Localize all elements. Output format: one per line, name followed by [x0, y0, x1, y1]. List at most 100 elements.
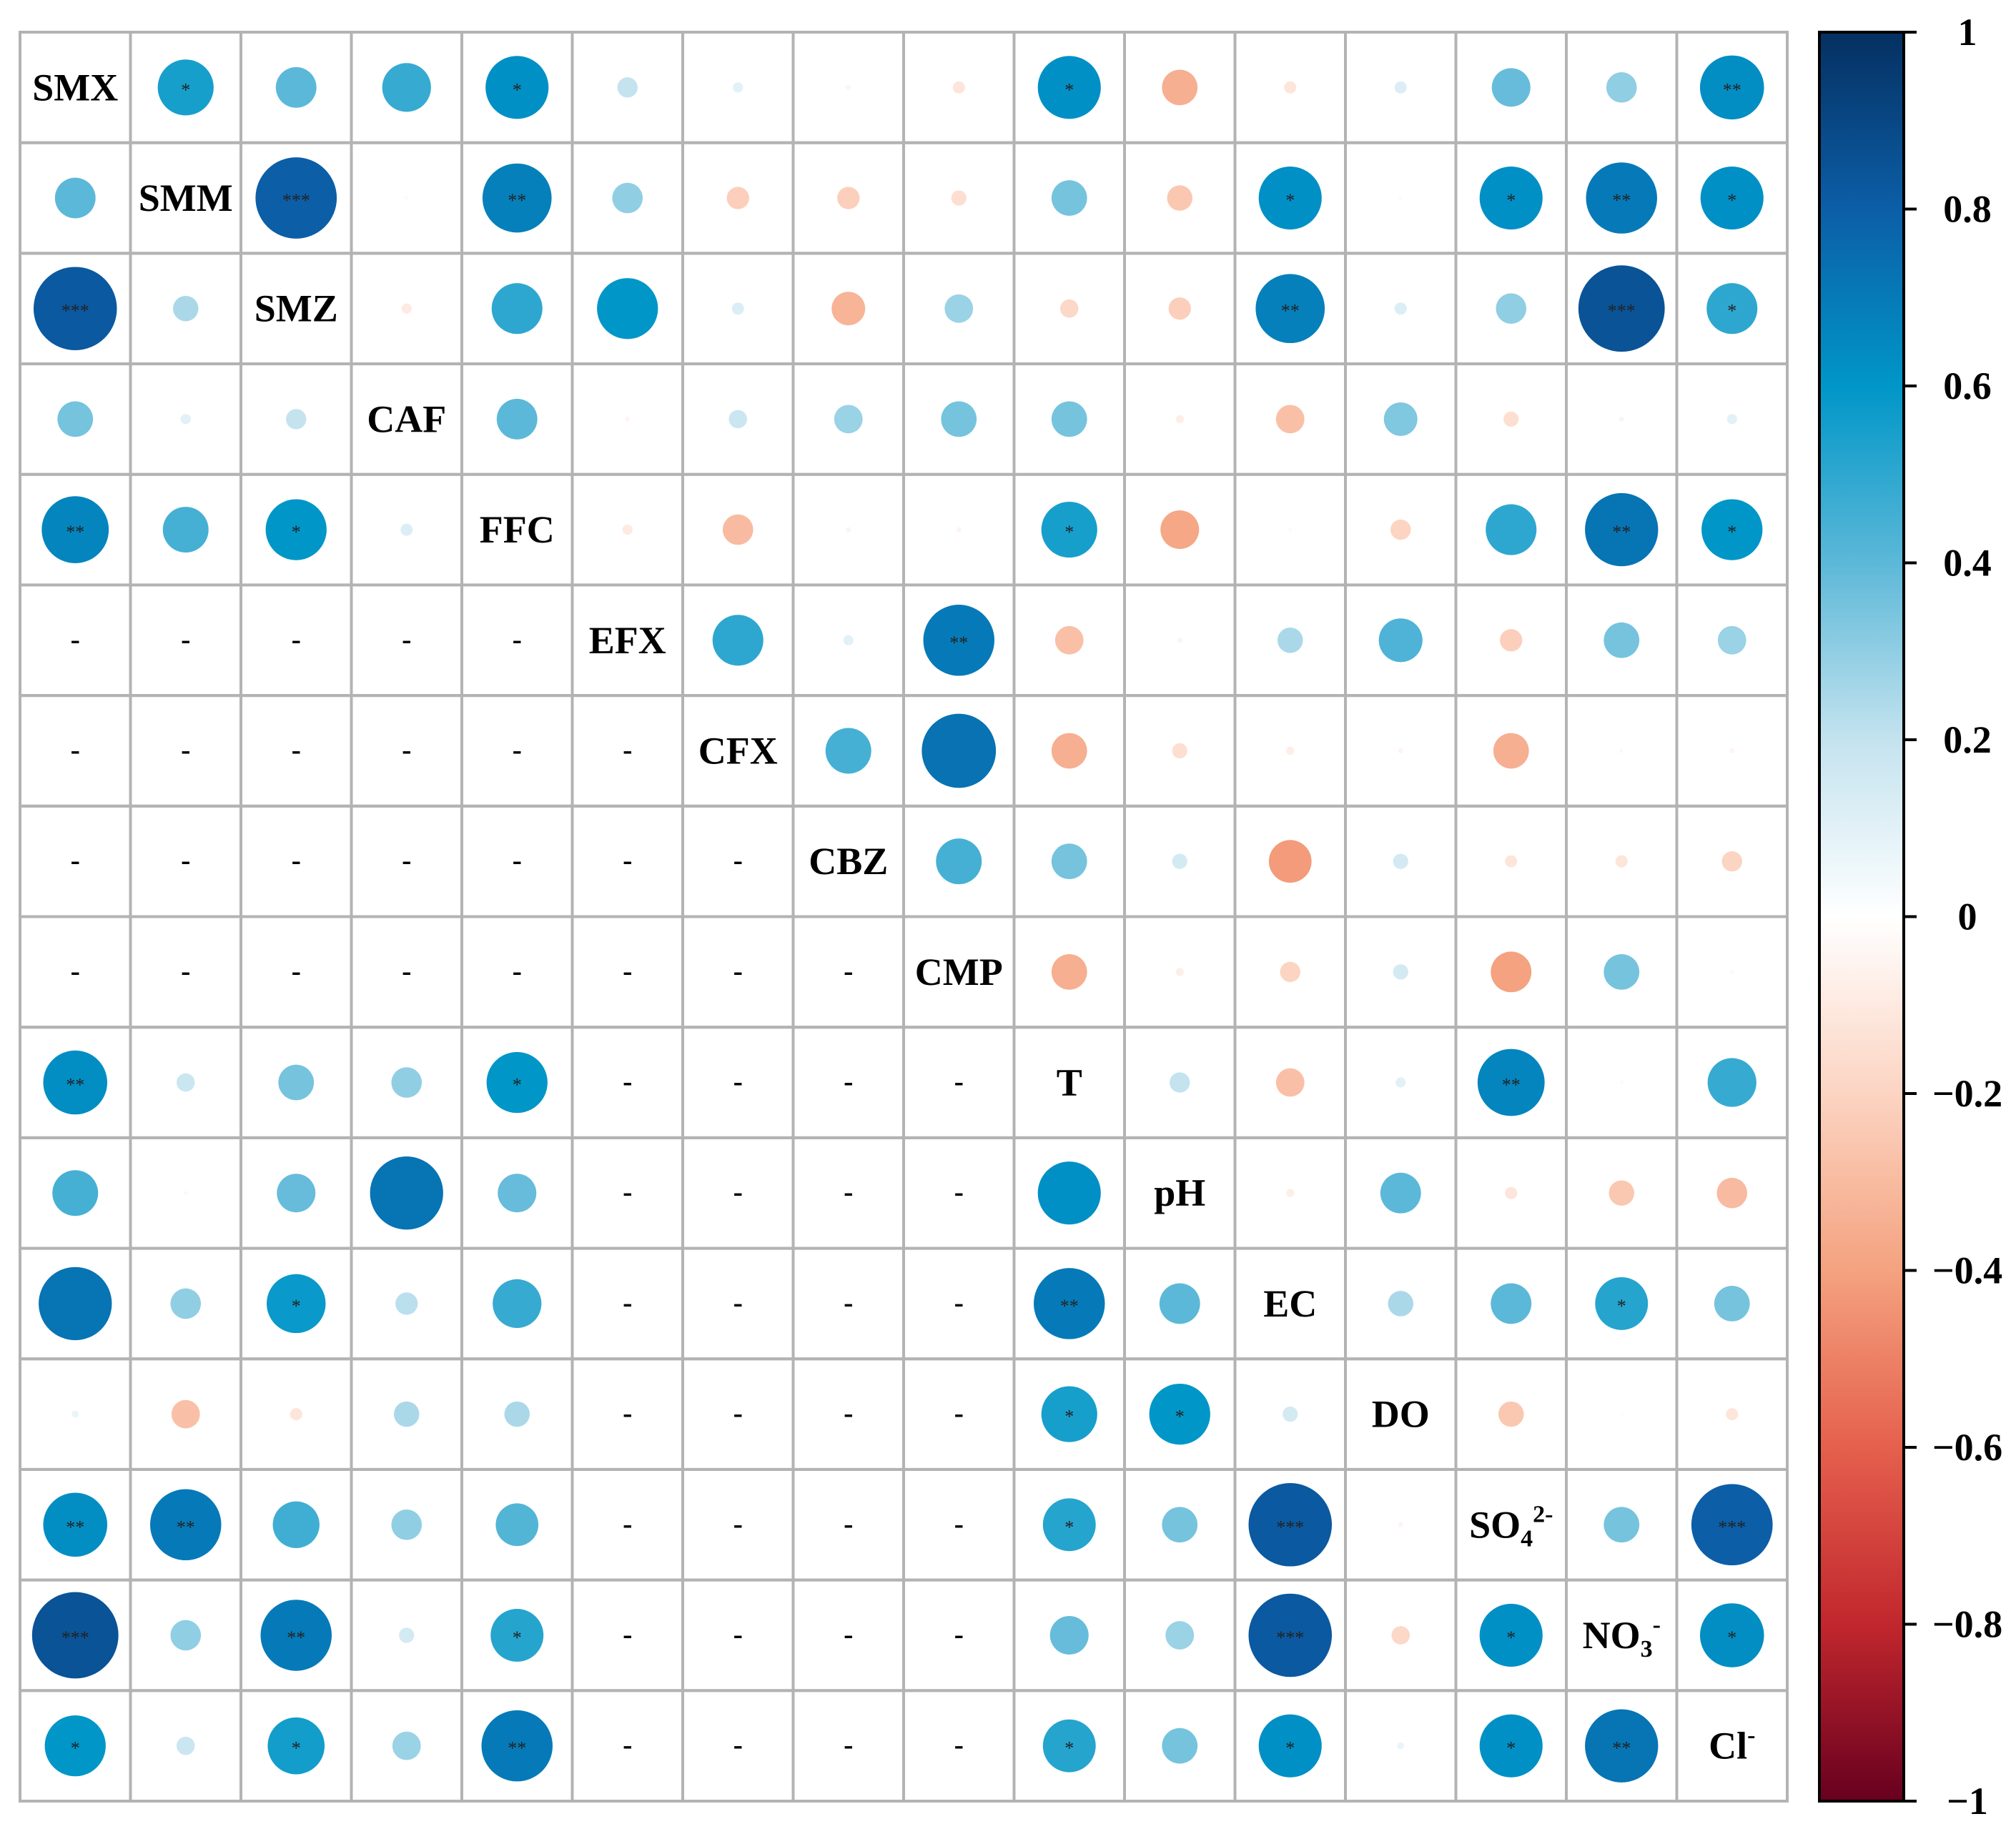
correlation-circle	[1395, 1077, 1406, 1088]
correlation-circle	[1383, 402, 1418, 436]
matrix-cell	[460, 1136, 574, 1250]
matrix-cell: -	[902, 1467, 1016, 1582]
correlation-circle	[57, 401, 94, 437]
significance-stars: ***	[282, 190, 310, 211]
variable-label-base: NO	[1583, 1614, 1641, 1657]
correlation-circle	[504, 1401, 530, 1427]
matrix-cell: ***	[19, 1578, 132, 1692]
matrix-cell	[791, 252, 905, 366]
correlation-circle	[1277, 628, 1303, 653]
correlation-circle	[936, 838, 982, 885]
missing-value-dash: -	[954, 1066, 964, 1098]
correlation-circle	[1051, 953, 1087, 990]
variable-label-base: pH	[1154, 1171, 1205, 1214]
variable-label-base: T	[1057, 1061, 1082, 1104]
correlation-circle	[1609, 1180, 1635, 1206]
correlation-circle	[150, 1489, 222, 1561]
matrix-cell	[1454, 1136, 1568, 1250]
matrix-cell: ***	[1233, 1578, 1347, 1692]
correlation-circle	[52, 1170, 99, 1216]
matrix-cell: -	[791, 1689, 905, 1803]
colorbar-tick-label: 0.4	[1943, 542, 1992, 585]
matrix-cell	[1012, 362, 1126, 476]
variable-label: CMP	[915, 951, 1003, 993]
correlation-circle	[277, 1174, 316, 1213]
correlation-circle	[401, 303, 412, 314]
matrix-cell	[1454, 362, 1568, 476]
matrix-cell	[1565, 1467, 1679, 1582]
correlation-circle	[267, 1274, 326, 1334]
correlation-circle	[1604, 1507, 1640, 1543]
missing-value-dash: -	[71, 623, 80, 655]
matrix-cell	[681, 472, 795, 587]
matrix-cell	[129, 1026, 242, 1139]
matrix-cell	[350, 1026, 463, 1139]
matrix-cell	[1233, 804, 1347, 918]
matrix-cell: -	[129, 583, 242, 698]
matrix-cell	[681, 362, 795, 476]
correlation-circle	[1041, 502, 1097, 558]
variable-label: CBZ	[809, 840, 888, 883]
correlation-circle	[1505, 855, 1518, 868]
matrix-cell	[1123, 1246, 1237, 1361]
colorbar-tick-label: −0.8	[1932, 1603, 2002, 1646]
matrix-cell: Cl-	[1675, 1689, 1789, 1803]
significance-stars: *	[513, 1075, 522, 1096]
correlation-circle	[952, 81, 965, 94]
correlation-circle	[382, 63, 431, 112]
correlation-circle	[1707, 1058, 1756, 1107]
matrix-cell: -	[902, 1136, 1016, 1250]
correlation-circle	[733, 82, 743, 93]
matrix-cell: DO	[1344, 1357, 1458, 1471]
significance-stars: *	[1727, 1627, 1736, 1648]
missing-value-dash: -	[71, 955, 80, 987]
variable-label-superscript: -	[1747, 1723, 1755, 1749]
colorbar-tick-label: −0.6	[1932, 1426, 2002, 1469]
matrix-cell	[1344, 472, 1458, 587]
significance-stars: **	[1281, 301, 1300, 322]
correlation-circle	[399, 1627, 415, 1643]
matrix-cell	[239, 1026, 353, 1139]
missing-value-dash: -	[844, 1618, 853, 1650]
matrix-cell: *	[239, 1246, 353, 1361]
correlation-circle	[1170, 1072, 1190, 1093]
significance-stars: *	[71, 1738, 80, 1759]
significance-stars: **	[66, 1075, 84, 1096]
matrix-cell	[1344, 252, 1458, 366]
correlation-circle	[944, 294, 974, 323]
correlation-circle	[400, 523, 413, 536]
colorbar-tick-label: 0.6	[1943, 365, 1992, 407]
missing-value-dash: -	[513, 733, 522, 765]
correlation-circle	[1699, 1603, 1764, 1667]
significance-stars: *	[513, 1627, 522, 1648]
missing-value-dash: -	[513, 955, 522, 987]
correlation-circle	[1393, 853, 1408, 869]
matrix-cell	[350, 1357, 463, 1471]
matrix-cell: -	[791, 1578, 905, 1692]
matrix-cell	[1454, 1357, 1568, 1471]
correlation-circle	[951, 190, 967, 206]
matrix-cell: *	[1012, 1689, 1126, 1803]
matrix-cell: CBZ	[791, 804, 905, 918]
matrix-cell: **	[1565, 141, 1679, 255]
matrix-cell: *	[1454, 1689, 1568, 1803]
missing-value-dash: -	[954, 1507, 964, 1540]
matrix-cell: *	[1454, 1578, 1568, 1692]
correlation-circle	[1041, 1386, 1097, 1442]
matrix-cell	[681, 31, 795, 144]
matrix-cell: -	[460, 915, 574, 1029]
matrix-cell: -	[239, 583, 353, 698]
correlation-circle	[1619, 1080, 1624, 1085]
correlation-circle	[1051, 733, 1087, 769]
matrix-cell	[1123, 1578, 1237, 1692]
significance-stars: *	[1727, 522, 1736, 542]
matrix-cell: -	[129, 804, 242, 918]
correlation-circle	[392, 1731, 421, 1760]
matrix-cell	[1012, 141, 1126, 255]
matrix-cell	[681, 583, 795, 698]
variable-label-subscript: 3	[1641, 1636, 1653, 1662]
matrix-cell	[1233, 1136, 1347, 1250]
matrix-cell	[570, 141, 684, 255]
correlation-circle	[255, 157, 337, 239]
significance-stars: ***	[61, 1627, 89, 1648]
